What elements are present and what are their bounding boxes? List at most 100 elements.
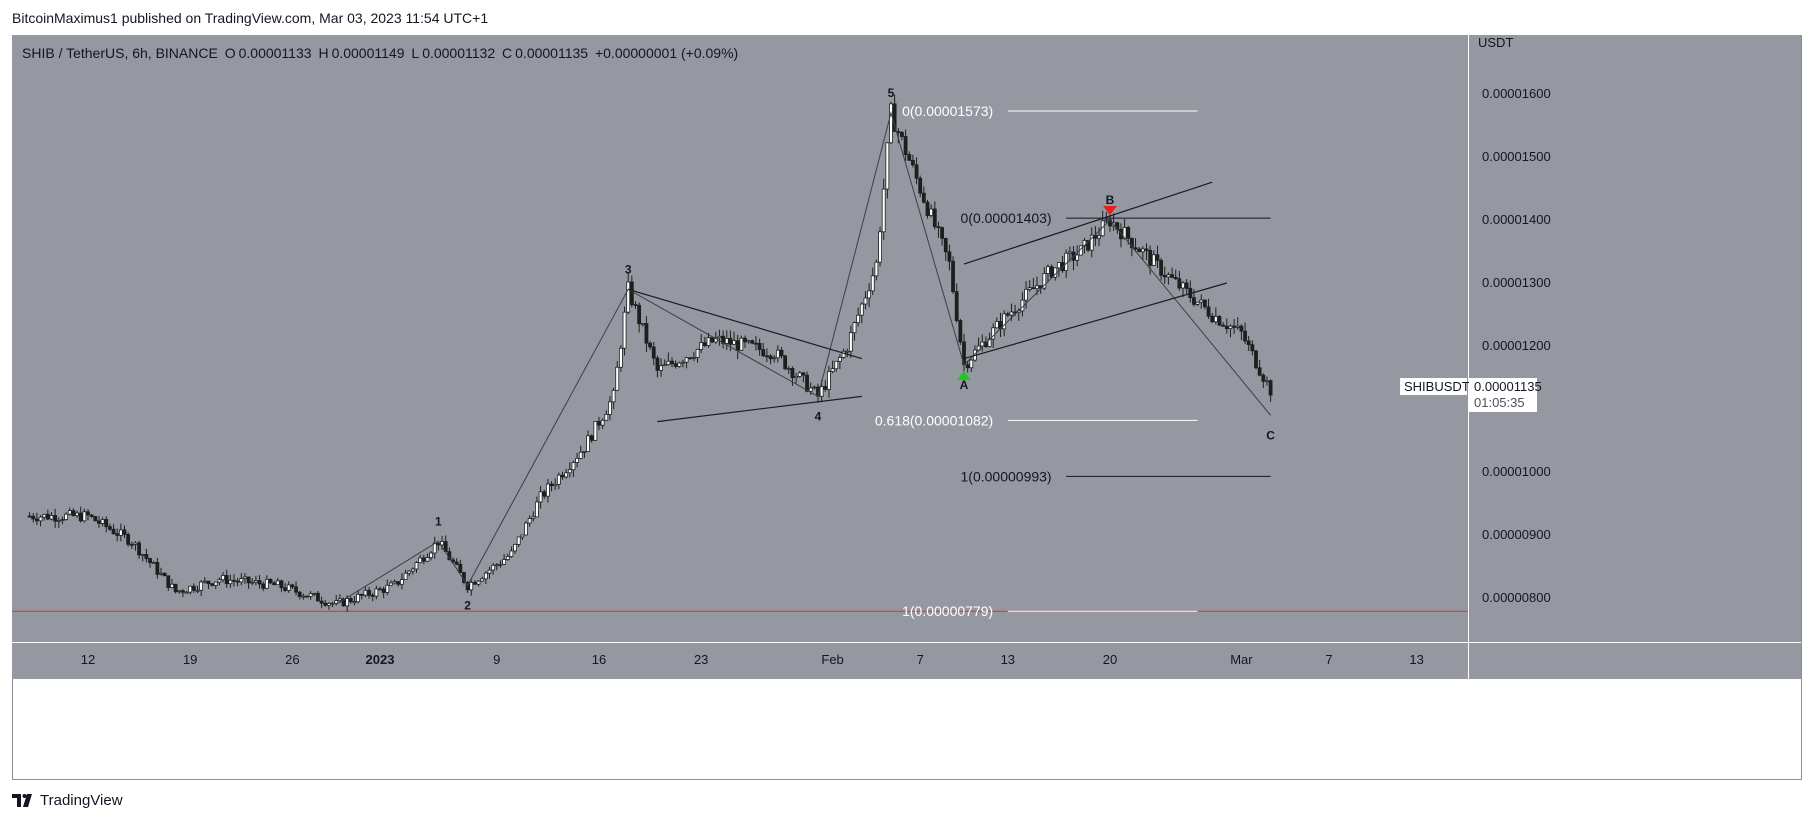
candle-body: [418, 557, 423, 564]
price-tick-label: 0.00001200: [1482, 338, 1551, 353]
candle-body: [1199, 299, 1204, 303]
candle-body: [93, 516, 98, 522]
candle-body: [82, 511, 87, 522]
candle-body: [483, 572, 488, 580]
candle-body: [469, 582, 474, 591]
candle-body: [841, 350, 846, 358]
candle-body: [531, 516, 536, 519]
buy-marker-icon: [957, 370, 971, 380]
price-axis-pane[interactable]: [1469, 35, 1801, 642]
time-axis-pane[interactable]: [12, 643, 1468, 679]
candle-body: [859, 303, 864, 316]
candle-body: [1166, 274, 1171, 278]
candle-body: [582, 451, 587, 453]
price-tag-box: [1469, 378, 1537, 412]
legend-symbol[interactable]: SHIB / TetherUS, 6h, BINANCE: [22, 45, 218, 61]
candle-body: [1104, 219, 1109, 222]
candle-body: [921, 192, 926, 203]
candle-body: [644, 323, 649, 344]
candle-body: [494, 564, 499, 567]
candle-body: [370, 594, 375, 597]
candle-body: [71, 510, 76, 516]
candle-body: [410, 568, 415, 572]
candle-body: [151, 562, 156, 564]
candle-body: [1155, 254, 1160, 261]
price-tag-value: 0.00001135: [1474, 379, 1542, 394]
candle-body: [863, 297, 868, 305]
chart-canvas[interactable]: USDT 0.000016000.000015000.000014000.000…: [12, 35, 1802, 780]
candle-body: [305, 595, 309, 598]
candle-body: [754, 342, 758, 345]
candle-body: [111, 528, 116, 535]
sell-marker-icon: [1103, 206, 1117, 215]
candle-body: [1093, 234, 1098, 239]
candle-body: [246, 576, 251, 584]
candle-body: [856, 314, 861, 324]
candle-body: [232, 579, 236, 582]
candle-body: [848, 332, 853, 352]
candle-body: [918, 177, 923, 194]
triangle-lower-line: [657, 395, 862, 423]
candle-body: [472, 582, 477, 585]
candle-body: [1024, 288, 1028, 301]
candle-body: [1005, 313, 1010, 316]
candle-body: [564, 472, 569, 478]
price-tick-label: 0.00001000: [1482, 464, 1551, 479]
candle-body: [1122, 227, 1127, 240]
candle-body: [56, 519, 61, 522]
tradingview-brand[interactable]: TradingView: [12, 792, 123, 809]
candle-body: [155, 562, 160, 575]
candle-body: [881, 188, 886, 233]
candle-body: [874, 261, 879, 277]
candle-body: [126, 534, 131, 545]
candle-body: [954, 291, 959, 321]
candle-body: [104, 519, 109, 528]
candle-body: [991, 327, 996, 340]
candle-body: [188, 585, 193, 593]
candle-body: [1049, 266, 1054, 278]
candle-body: [914, 164, 919, 179]
last-price-tag: SHIBUSDT 0.00001135 01:05:35: [1400, 378, 1542, 412]
candle-body: [925, 201, 930, 216]
candle-body: [1067, 251, 1072, 254]
candle-body: [1027, 287, 1032, 290]
candle-body: [67, 510, 72, 515]
candle-body: [319, 600, 324, 604]
candle-body: [1126, 227, 1131, 239]
candlestick-series: [27, 94, 1273, 612]
candle-body: [542, 491, 547, 497]
wave-label: 4: [815, 409, 822, 423]
candle-body: [746, 340, 751, 343]
candle-body: [805, 374, 809, 392]
candle-body: [1239, 325, 1244, 332]
channel-lower-line: [963, 282, 1227, 360]
candle-body: [567, 469, 572, 474]
candle-body: [637, 304, 642, 325]
candle-body: [1089, 234, 1094, 251]
candle-body: [600, 419, 605, 426]
candle-body: [261, 583, 266, 589]
candle-body: [779, 349, 784, 357]
candle-body: [213, 581, 218, 586]
candle-body: [108, 526, 112, 530]
time-tick-label: 7: [917, 652, 924, 667]
candle-body: [458, 563, 463, 573]
candle-body: [64, 513, 68, 520]
candle-body: [191, 585, 196, 591]
candle-body: [699, 342, 704, 350]
price-axis-unit: USDT: [1478, 35, 1513, 50]
candle-body: [706, 337, 711, 346]
candle-body: [768, 355, 773, 360]
candle-body: [801, 372, 806, 376]
legend-close-value: 0.00001135: [515, 45, 589, 61]
legend-high-label: H: [318, 45, 329, 61]
candle-body: [480, 578, 485, 582]
candle-body: [491, 564, 496, 571]
candle-body: [385, 584, 390, 593]
candle-body: [1097, 235, 1101, 239]
candle-body: [1213, 316, 1218, 323]
candle-body: [239, 578, 244, 583]
candle-body: [786, 368, 791, 370]
candle-body: [911, 159, 915, 166]
time-tick-label: 19: [183, 652, 197, 667]
